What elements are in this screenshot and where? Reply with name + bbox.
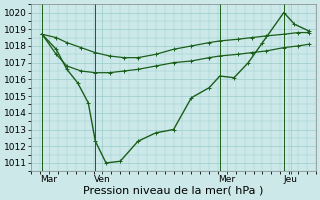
X-axis label: Pression niveau de la mer( hPa ): Pression niveau de la mer( hPa ): [84, 186, 264, 196]
